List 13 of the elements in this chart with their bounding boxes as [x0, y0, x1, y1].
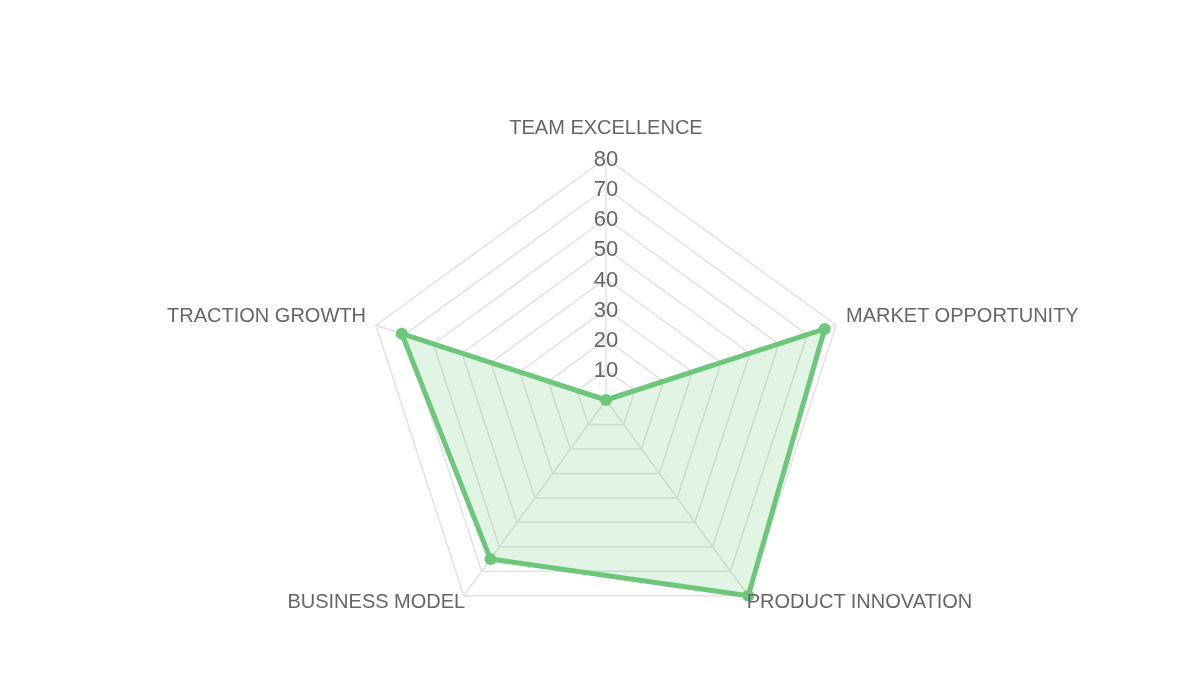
y-tick-label: 40 — [593, 266, 619, 292]
y-tick-label: 60 — [593, 206, 619, 232]
y-tick-label: 50 — [593, 236, 619, 262]
y-tick-label: 70 — [593, 175, 619, 201]
y-tick-label: 80 — [593, 145, 619, 171]
spoke-label: MARKET OPPORTUNITY — [846, 304, 1079, 327]
y-tick-label: 30 — [593, 296, 619, 322]
spoke-label: TEAM EXCELLENCE — [509, 115, 703, 138]
spoke-label: BUSINESS MODEL — [287, 590, 466, 613]
y-tick-label: 10 — [593, 357, 619, 383]
spoke-label: PRODUCT INNOVATION — [746, 590, 973, 613]
y-tick-label: 20 — [593, 327, 619, 353]
spoke-label: TRACTION GROWTH — [167, 304, 366, 327]
